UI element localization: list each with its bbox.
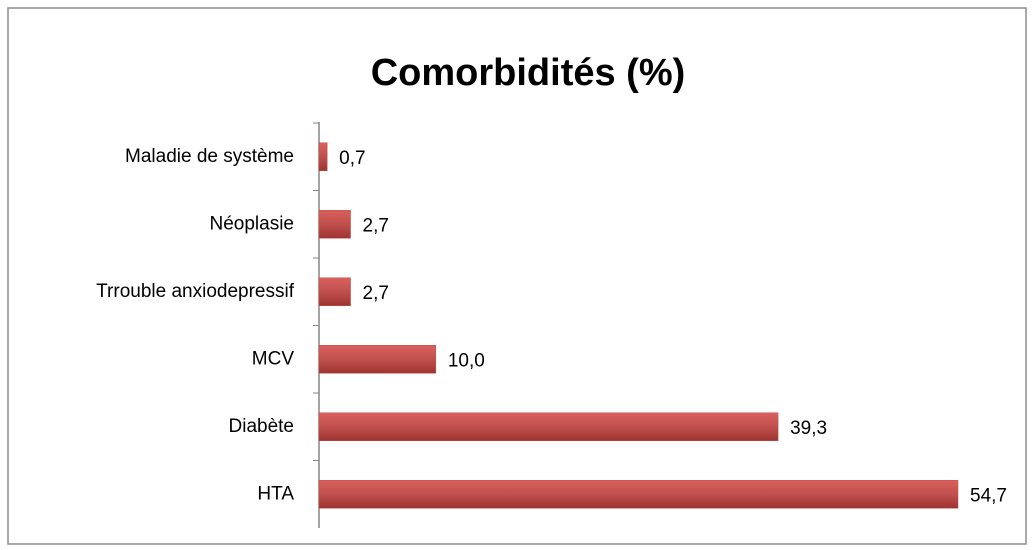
data-label: 2,7	[363, 283, 389, 304]
y-tick-label: Néoplasie	[210, 213, 295, 234]
bar	[318, 345, 437, 374]
bar	[318, 480, 959, 509]
data-label: 0,7	[339, 148, 365, 169]
bar	[318, 277, 351, 306]
data-label: 39,3	[790, 418, 827, 439]
y-tick-label: Diabète	[229, 416, 295, 437]
chart-title: Comorbidités (%)	[371, 52, 686, 94]
data-label: 10,0	[448, 350, 485, 371]
y-tick-label: HTA	[257, 483, 294, 504]
y-tick-label: Trrouble anxiodepressif	[96, 281, 295, 302]
y-tick-label: MCV	[252, 348, 295, 369]
data-label: 54,7	[970, 485, 1007, 506]
y-tick-label: Maladie de système	[125, 146, 294, 167]
bar	[318, 142, 328, 171]
data-label: 2,7	[363, 215, 389, 236]
chart-frame	[7, 7, 1027, 545]
bar	[318, 210, 351, 239]
bar	[318, 412, 779, 441]
